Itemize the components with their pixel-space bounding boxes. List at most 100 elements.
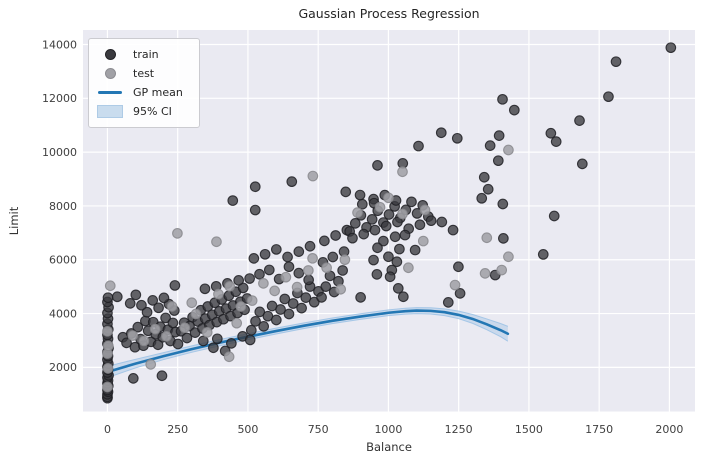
x-tick-label: 500 (237, 423, 258, 436)
ci-band-lower-edge (107, 313, 509, 379)
x-axis-label: Balance (366, 440, 412, 454)
test-point (235, 301, 247, 312)
train-point (394, 243, 405, 255)
x-tick-label: 250 (167, 423, 188, 436)
train-point (319, 235, 330, 247)
train-point (354, 189, 366, 201)
train-point (478, 171, 490, 183)
train-point (383, 251, 394, 263)
y-axis-label: Limit (7, 206, 21, 236)
train-point (279, 293, 291, 305)
test-point (258, 278, 269, 289)
train-point (537, 249, 549, 260)
train-point (270, 314, 282, 326)
train-point (169, 280, 181, 291)
x-tick-label: 0 (104, 423, 111, 436)
test-point (321, 262, 332, 274)
y-tick-label: 8000 (49, 200, 77, 213)
train-point (550, 136, 562, 147)
train-point (208, 342, 219, 354)
train-point (442, 297, 454, 308)
train-point (287, 298, 299, 309)
test-point (307, 170, 319, 182)
train-point (337, 265, 348, 276)
train-point (245, 324, 257, 336)
train-point (576, 158, 588, 170)
test-point (419, 204, 431, 216)
test-point (417, 235, 429, 247)
train-point (492, 155, 504, 167)
train-point (372, 242, 383, 254)
test-point (186, 297, 198, 309)
train-point (147, 295, 159, 306)
train-point (545, 127, 557, 139)
train-point (665, 42, 677, 54)
train-point (226, 338, 237, 349)
train-point (406, 196, 417, 208)
x-tick-label: 2000 (655, 423, 683, 436)
train-point (399, 229, 411, 241)
train-point (380, 220, 392, 232)
test-point (383, 192, 394, 204)
train-point (368, 254, 379, 266)
legend-item-ci: 95% CI (95, 102, 191, 121)
train-point (254, 268, 265, 280)
train-point (270, 244, 282, 255)
test-point (102, 340, 114, 352)
test-point (213, 288, 224, 300)
train-point (409, 244, 421, 256)
test-point (149, 323, 161, 335)
train-point (358, 228, 370, 240)
test-point (397, 166, 408, 178)
chart-title: Gaussian Process Regression (298, 6, 480, 21)
test-point (102, 363, 114, 374)
train-point (497, 93, 508, 105)
train-point (296, 302, 307, 314)
y-tick-label: 2000 (49, 361, 77, 374)
test-point (374, 201, 386, 213)
y-tick-label: 6000 (49, 254, 77, 267)
train-point (436, 216, 448, 228)
legend-label: GP mean (133, 86, 183, 99)
train-point (349, 218, 361, 229)
train-point (172, 338, 184, 350)
test-point (397, 208, 408, 220)
train-point (158, 292, 170, 304)
train-point (371, 269, 383, 280)
train-point (127, 373, 139, 384)
train-point (372, 160, 383, 171)
train-marker-icon (95, 49, 125, 60)
train-point (304, 240, 316, 252)
train-point (258, 321, 270, 332)
train-point (130, 289, 142, 301)
train-point (610, 56, 622, 68)
test-point (211, 236, 222, 248)
train-point (160, 312, 171, 324)
y-tick-label: 4000 (49, 307, 77, 320)
train-point (181, 332, 193, 344)
train-point (248, 253, 260, 264)
train-points (102, 42, 677, 404)
y-tick-label: 14000 (42, 38, 77, 51)
train-point (330, 230, 341, 241)
test-point (449, 279, 461, 291)
train-point (153, 302, 164, 314)
ci-band-upper-edge (107, 307, 509, 367)
train-point (121, 337, 132, 349)
train-point (156, 370, 168, 382)
y-tick-label: 10000 (42, 146, 77, 159)
train-point (250, 315, 261, 327)
y-tick-label: 12000 (42, 92, 77, 105)
x-tick-label: 1250 (445, 423, 473, 436)
legend-item-test: test (95, 64, 191, 83)
test-point (403, 262, 414, 274)
test-point (503, 144, 514, 156)
test-point (102, 381, 113, 393)
test-point (291, 281, 303, 293)
test-point (190, 308, 202, 320)
train-point (308, 296, 320, 308)
test-point (496, 264, 508, 276)
train-point (249, 181, 261, 193)
train-point (454, 288, 466, 299)
